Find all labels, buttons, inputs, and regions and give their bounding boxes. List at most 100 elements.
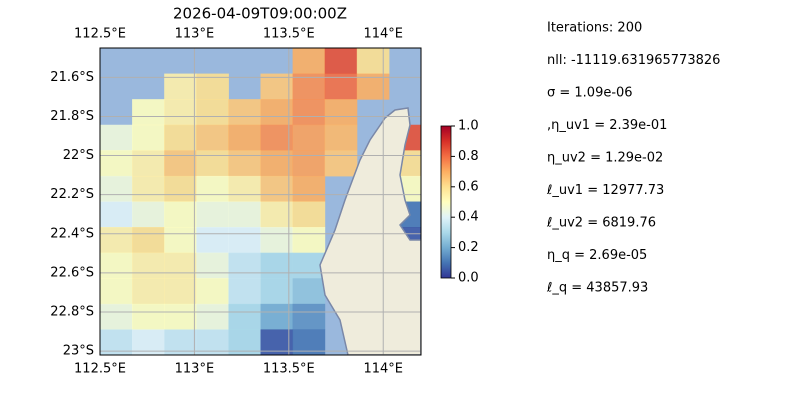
y-tick-label: 23°S — [63, 344, 94, 359]
cell — [292, 150, 326, 177]
cell — [260, 201, 294, 228]
x-tick-label-top: 112.5°E — [74, 27, 126, 42]
cell — [228, 150, 261, 177]
cell — [260, 73, 294, 100]
y-tick-label: 21.6°S — [50, 70, 94, 85]
colorbar — [440, 125, 452, 279]
cell — [228, 124, 261, 151]
cell — [132, 303, 165, 330]
cell — [132, 201, 165, 228]
x-tick-label-bottom: 113.5°E — [263, 362, 315, 377]
info-panel: Iterations: 200 nll: -11119.631965773826 σ… — [546, 21, 720, 296]
cell — [100, 150, 133, 177]
cell — [228, 303, 261, 330]
cell — [260, 175, 294, 202]
y-tick-label: 22.8°S — [50, 304, 94, 319]
info-line: ℓ_uv2 = 6819.76 — [546, 216, 656, 231]
cell — [164, 252, 197, 279]
cell — [292, 175, 326, 202]
info-line: ℓ_uv1 = 12977.73 — [546, 183, 664, 198]
cell — [196, 303, 229, 330]
info-line: Iterations: 200 — [547, 21, 642, 36]
cell — [292, 303, 326, 330]
x-tick-label-bottom: 112.5°E — [74, 362, 126, 377]
x-tick-label-top: 113.5°E — [263, 27, 315, 42]
y-tick-label: 21.8°S — [50, 109, 94, 124]
info-line: nll: -11119.631965773826 — [547, 53, 720, 68]
cell — [228, 227, 261, 254]
colorbar-tick-label: 0.2 — [458, 240, 479, 255]
cell — [100, 227, 133, 254]
cell — [228, 201, 261, 228]
cell — [196, 73, 229, 100]
x-tick-label-top: 114°E — [363, 27, 403, 42]
cell — [100, 201, 133, 228]
graticule — [100, 48, 421, 355]
cell — [292, 48, 326, 75]
cell — [260, 227, 294, 254]
cell — [356, 73, 390, 100]
cell — [196, 99, 229, 126]
info-line: ℓ_q = 43857.93 — [546, 281, 648, 296]
y-tick-label: 22.4°S — [50, 226, 94, 241]
cell — [100, 175, 133, 202]
info-line: η_uv2 = 1.29e-02 — [547, 151, 663, 166]
cell — [132, 227, 165, 254]
cell — [196, 252, 229, 279]
info-line: ,η_uv1 = 2.39e-01 — [547, 118, 667, 133]
cell — [260, 252, 294, 279]
cell — [132, 124, 165, 151]
cell — [260, 278, 294, 305]
cell — [132, 175, 165, 202]
colorbar-tick-label: 0.6 — [458, 179, 479, 194]
cell — [164, 73, 197, 100]
cell — [292, 201, 326, 228]
cell — [292, 227, 326, 254]
cell — [196, 227, 229, 254]
cell — [228, 99, 261, 126]
info-line: σ = 1.09e-06 — [547, 86, 633, 101]
cell — [260, 124, 294, 151]
cell — [196, 175, 229, 202]
cell — [228, 278, 261, 305]
colorbar-tick-label: 0.4 — [458, 210, 479, 225]
cell — [292, 73, 326, 100]
info-line: η_q = 2.69e-05 — [547, 248, 647, 263]
cell — [324, 99, 358, 126]
chart-title: 2026-04-09T09:00:00Z — [173, 5, 347, 23]
cell — [100, 124, 133, 151]
cell — [292, 99, 326, 126]
cell — [324, 48, 358, 75]
heatmap — [100, 48, 421, 355]
colorbar-tick-label: 1.0 — [458, 119, 479, 134]
cell — [196, 124, 229, 151]
cell — [100, 252, 133, 279]
y-tick-label: 22.6°S — [50, 265, 94, 280]
colorbar-tick-label: 0.0 — [458, 271, 479, 286]
cell — [100, 303, 133, 330]
cell — [132, 278, 165, 305]
x-tick-label-top: 113°E — [175, 27, 215, 42]
cell — [164, 124, 197, 151]
cell — [164, 201, 197, 228]
cell — [164, 175, 197, 202]
y-tick-label: 22.2°S — [50, 187, 94, 202]
cell — [164, 278, 197, 305]
land — [319, 107, 421, 355]
cell — [164, 150, 197, 177]
cell — [164, 303, 197, 330]
map-frame — [99, 47, 422, 356]
cell — [196, 201, 229, 228]
cell — [164, 99, 197, 126]
cell — [324, 124, 358, 151]
cell — [324, 150, 358, 177]
cell — [292, 278, 326, 305]
cell — [324, 73, 358, 100]
cell — [228, 252, 261, 279]
y-tick-label: 22°S — [63, 148, 94, 163]
cell — [100, 278, 133, 305]
cell — [132, 99, 165, 126]
cell — [356, 48, 390, 75]
cell — [260, 303, 294, 330]
